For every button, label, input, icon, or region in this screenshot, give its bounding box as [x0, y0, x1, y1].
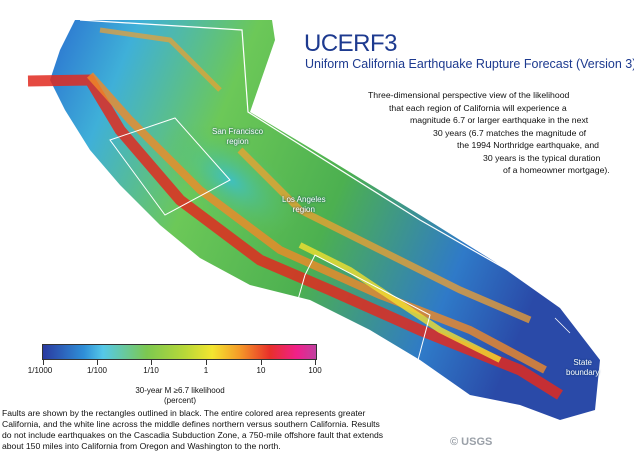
caption: Faults are shown by the rectangles outli… [2, 408, 432, 452]
scale-tick-label: 100 [308, 366, 322, 375]
label-line: boundary [566, 368, 600, 377]
scale-tick [43, 360, 44, 365]
scale-tick [315, 360, 316, 365]
los-angeles-region-label: Los Angeles region [282, 195, 326, 215]
scale-tick [206, 360, 207, 365]
description-line: 30 years is the typical duration [483, 152, 601, 163]
label-line: San Francisco [212, 127, 264, 136]
san-francisco-region-label: San Francisco region [212, 127, 263, 147]
caption-line: Faults are shown by the rectangles outli… [2, 408, 366, 418]
caption-line: do not include earthquakes on the Cascad… [2, 430, 384, 440]
label-line: region [226, 137, 249, 146]
likelihood-color-scale [42, 344, 317, 360]
scale-tick-label: 1/100 [86, 366, 108, 375]
map-subtitle: Uniform California Earthquake Rupture Fo… [305, 57, 634, 71]
description-line: that each region of California will expe… [389, 102, 567, 113]
state-boundary-label: State boundary [566, 358, 599, 378]
california-terrain [27, 19, 600, 420]
label-line: State [573, 358, 593, 367]
scale-tick-label: 1 [203, 366, 209, 375]
scale-tick [97, 360, 98, 365]
scale-title: 30-year M ≥6.7 likelihood (percent) [130, 386, 230, 406]
map-title: UCERF3 [304, 30, 398, 57]
label-line: Los Angeles [282, 195, 326, 204]
scale-tick-label: 1/10 [143, 366, 159, 375]
scale-tick [151, 360, 152, 365]
caption-line: California, and the white line across th… [2, 419, 380, 429]
description-line: of a homeowner mortgage). [503, 165, 610, 175]
caption-line: about 150 miles into California from Ore… [2, 441, 281, 451]
label-line: region [292, 205, 315, 214]
description-line: 30 years (6.7 matches the magnitude of [433, 127, 587, 138]
description-line: the 1994 Northridge earthquake, and [457, 140, 599, 150]
scale-tick [261, 360, 262, 365]
usgs-credit-watermark: © USGS [450, 436, 493, 448]
description-line: magnitude 6.7 or larger earthquake in th… [410, 115, 589, 125]
description: Three-dimensional perspective view of th… [360, 89, 615, 177]
scale-title-line: 30-year M ≥6.7 likelihood [135, 386, 225, 395]
scale-tick-label: 1/1000 [27, 366, 53, 375]
scale-tick-label: 10 [256, 366, 266, 375]
description-line: Three-dimensional perspective view of th… [368, 90, 570, 100]
scale-title-line: (percent) [163, 396, 196, 405]
